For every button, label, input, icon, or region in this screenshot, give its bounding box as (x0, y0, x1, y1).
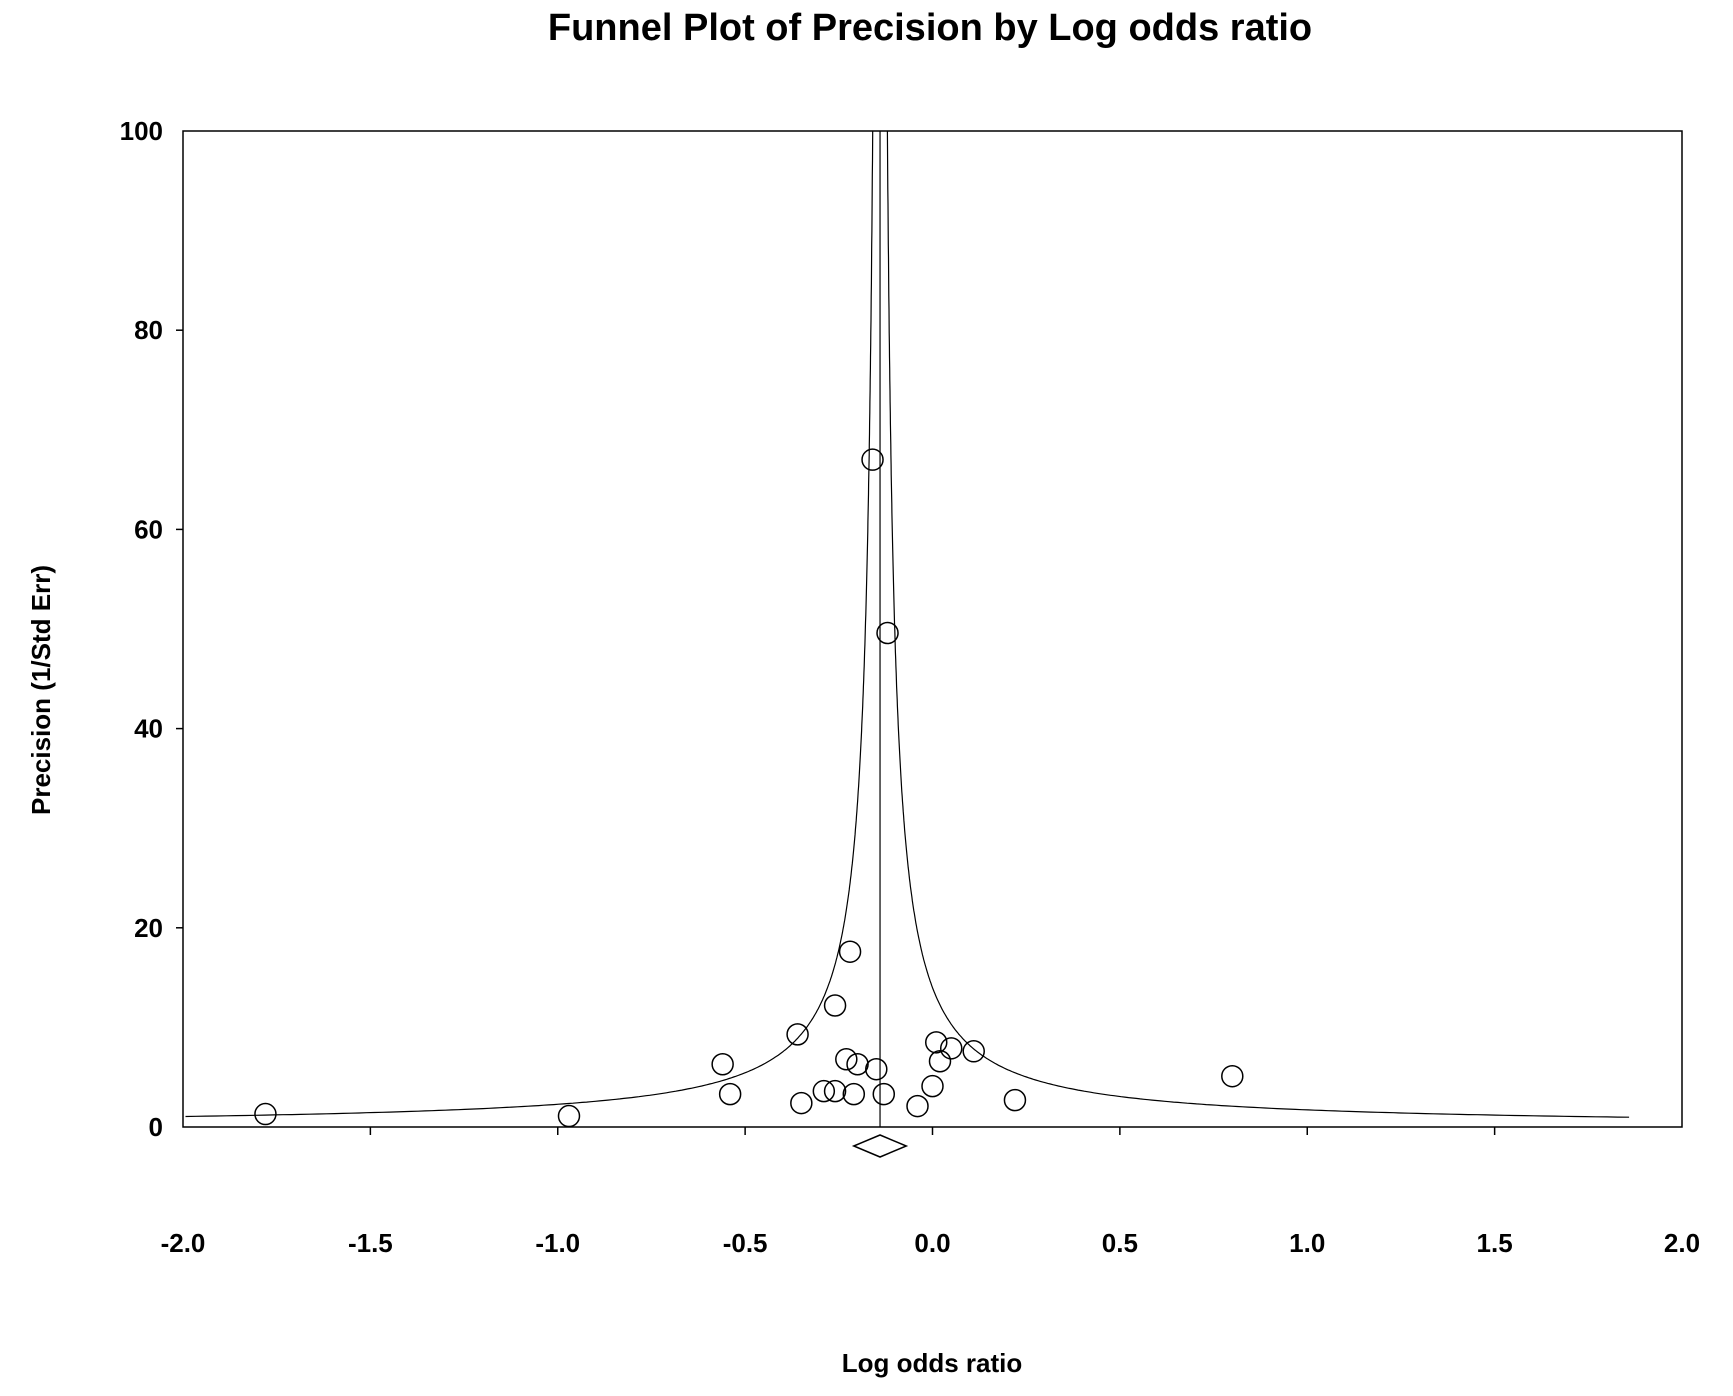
y-tick-label: 40 (134, 714, 163, 744)
study-point (872, 1082, 896, 1106)
y-axis: 0 20 40 60 80 100 (120, 116, 183, 1142)
study-point (786, 1023, 809, 1046)
study-point (846, 1053, 869, 1076)
chart-title: Funnel Plot of Precision by Log odds rat… (548, 7, 1312, 49)
study-point (928, 1050, 952, 1073)
x-tick-label: -2.0 (161, 1228, 206, 1258)
study-point (718, 1082, 742, 1106)
x-axis: -2.0 -1.5 -1.0 -0.5 0.0 0.5 1.0 1.5 2.0 (161, 1127, 1700, 1258)
x-tick-label: 0.0 (914, 1228, 950, 1258)
funnel-lines (185, 130, 1630, 1127)
study-point (861, 448, 884, 471)
y-tick-label: 100 (120, 116, 163, 146)
y-tick-label: 60 (134, 514, 163, 544)
x-axis-label: Log odds ratio (842, 1348, 1023, 1378)
x-tick-label: 1.5 (1477, 1228, 1513, 1258)
study-point (812, 1079, 836, 1103)
x-tick-label: 0.5 (1102, 1228, 1138, 1258)
y-tick-label: 80 (134, 315, 163, 345)
study-point (842, 1082, 866, 1106)
x-tick-label: -1.0 (535, 1228, 580, 1258)
study-points (254, 448, 1244, 1128)
y-tick-label: 0 (149, 1112, 163, 1142)
study-point (924, 1031, 948, 1054)
funnel-left-limit (185, 130, 874, 1118)
study-point (865, 1057, 888, 1081)
y-axis-label: Precision (1/Std Err) (26, 565, 56, 815)
funnel-right-limit (886, 130, 1630, 1118)
study-point (876, 621, 899, 645)
x-tick-label: -1.5 (348, 1228, 393, 1258)
study-point (790, 1091, 813, 1115)
x-tick-label: 2.0 (1664, 1228, 1700, 1258)
plot-frame (182, 130, 1683, 1128)
x-tick-label: -0.5 (723, 1228, 768, 1258)
study-point (838, 940, 862, 963)
study-point (823, 994, 847, 1017)
study-point (557, 1104, 581, 1128)
y-tick-label: 20 (134, 913, 163, 943)
study-point (823, 1079, 847, 1103)
study-point (906, 1094, 929, 1118)
x-tick-label: 1.0 (1289, 1228, 1325, 1258)
study-point (962, 1040, 985, 1063)
study-point (1003, 1088, 1027, 1112)
study-point (921, 1074, 944, 1098)
study-point (254, 1102, 277, 1126)
study-point (939, 1037, 963, 1060)
study-point (1221, 1064, 1244, 1088)
summary-diamond-group (851, 1134, 909, 1158)
study-point (711, 1053, 734, 1076)
study-point (835, 1048, 858, 1071)
summary-diamond (851, 1134, 909, 1158)
